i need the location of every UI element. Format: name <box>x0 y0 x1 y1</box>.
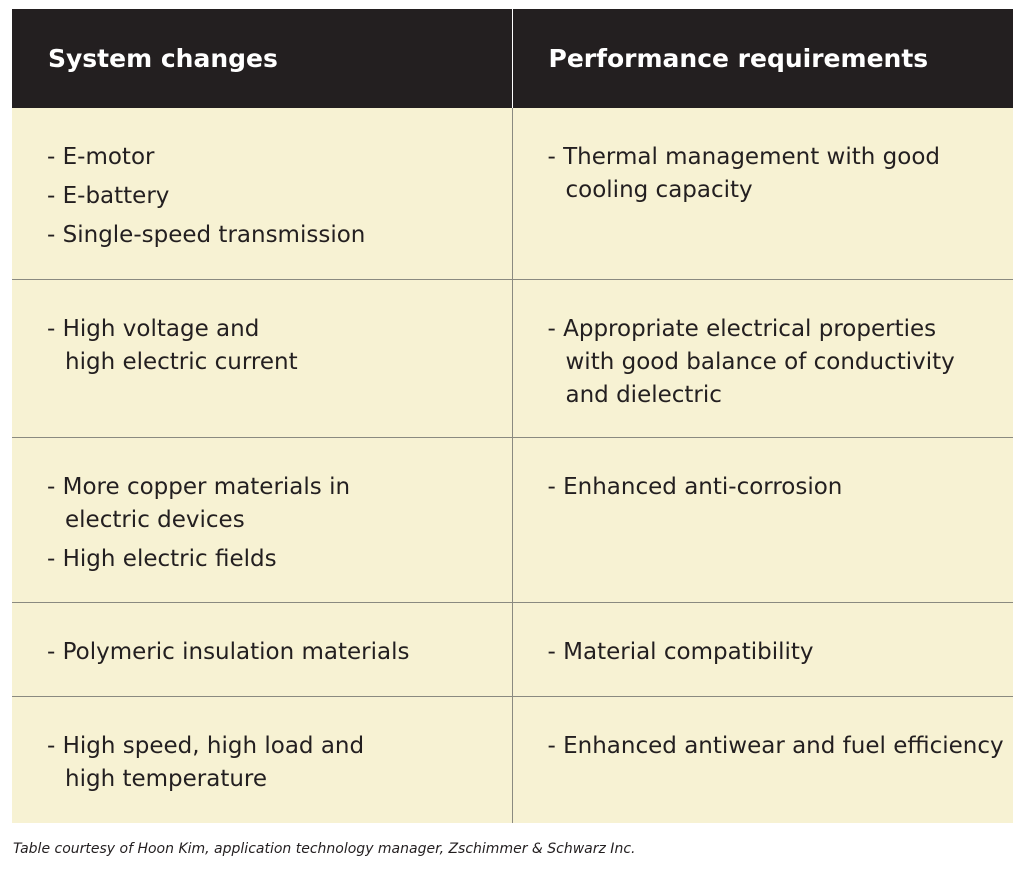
header-performance-requirements: Performance requirements <box>512 9 1013 108</box>
list-item: Appropriate electrical properties with g… <box>548 313 1014 412</box>
performance-requirements-list: Thermal management with good cooling cap… <box>548 141 1014 207</box>
list-item: Enhanced antiwear and fuel efficiency <box>548 730 1014 763</box>
list-item: Polymeric insulation materials <box>47 636 512 669</box>
performance-requirements-cell: Appropriate electrical properties with g… <box>512 279 1014 438</box>
performance-requirements-list: Enhanced antiwear and fuel efficiency <box>548 730 1014 763</box>
table-row: High speed, high load and high temperatu… <box>12 696 1014 823</box>
system-changes-cell: More copper materials in electric device… <box>12 437 513 603</box>
system-changes-list: E-motor E-battery Single-speed transmiss… <box>47 141 512 252</box>
table-caption: Table courtesy of Hoon Kim, application … <box>13 841 636 857</box>
list-item: Material compatibility <box>548 636 1014 669</box>
list-item: Single-speed transmission <box>47 219 512 252</box>
system-changes-list: Polymeric insulation materials <box>47 636 512 669</box>
system-changes-cell: High speed, high load and high temperatu… <box>12 696 513 823</box>
table-row: High voltage and high electric current A… <box>12 279 1014 438</box>
list-item: More copper materials in electric device… <box>47 471 512 537</box>
system-changes-list: High speed, high load and high temperatu… <box>47 730 512 796</box>
table-row: E-motor E-battery Single-speed transmiss… <box>12 108 1013 280</box>
table-row: Polymeric insulation materials Material … <box>12 602 1014 697</box>
table-row: More copper materials in electric device… <box>12 437 1014 603</box>
header-row: System changes Performance requirements <box>12 9 1013 108</box>
performance-requirements-cell: Enhanced anti-corrosion <box>512 437 1014 603</box>
list-item: E-battery <box>47 180 512 213</box>
performance-requirements-list: Enhanced anti-corrosion <box>548 471 1014 504</box>
list-item: Enhanced anti-corrosion <box>548 471 1014 504</box>
table-header: System changes Performance requirements <box>12 9 1013 108</box>
list-item: E-motor <box>47 141 512 174</box>
system-changes-list: More copper materials in electric device… <box>47 471 512 576</box>
system-changes-cell: E-motor E-battery Single-speed transmiss… <box>12 108 513 280</box>
requirements-table-container: System changes Performance requirements … <box>12 9 1013 823</box>
list-item: High speed, high load and high temperatu… <box>47 730 512 796</box>
performance-requirements-cell: Thermal management with good cooling cap… <box>512 108 1013 280</box>
requirements-table: System changes Performance requirements … <box>12 9 1013 823</box>
performance-requirements-cell: Material compatibility <box>512 602 1014 697</box>
performance-requirements-list: Material compatibility <box>548 636 1014 669</box>
system-changes-list: High voltage and high electric current <box>47 313 512 379</box>
list-item: Thermal management with good cooling cap… <box>548 141 1014 207</box>
list-item: High electric fields <box>47 543 512 576</box>
header-system-changes: System changes <box>12 9 513 108</box>
list-item: High voltage and high electric current <box>47 313 512 379</box>
performance-requirements-cell: Enhanced antiwear and fuel efficiency <box>512 696 1014 823</box>
performance-requirements-list: Appropriate electrical properties with g… <box>548 313 1014 412</box>
system-changes-cell: High voltage and high electric current <box>12 279 513 438</box>
table-body: E-motor E-battery Single-speed transmiss… <box>12 108 1013 823</box>
system-changes-cell: Polymeric insulation materials <box>12 602 513 697</box>
